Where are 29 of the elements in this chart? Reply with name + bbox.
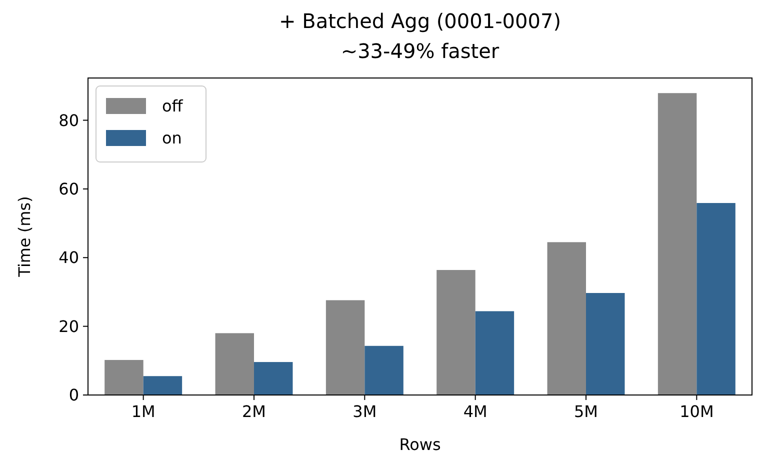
- y-tick-label: 80: [58, 110, 79, 130]
- y-tick-label: 0: [68, 386, 79, 405]
- x-tick-label: 4M: [463, 402, 488, 421]
- bar: [143, 376, 182, 395]
- x-tick-label: 10M: [680, 402, 714, 421]
- x-tick-label: 5M: [574, 402, 598, 421]
- bar: [364, 346, 404, 395]
- bar: [254, 362, 293, 395]
- bar: [475, 311, 514, 395]
- bar: [436, 270, 476, 395]
- bar: [658, 93, 697, 395]
- x-axis-title: Rows: [399, 435, 441, 454]
- y-axis-title: Time (ms): [15, 196, 34, 278]
- legend-label: off: [162, 96, 184, 116]
- bar: [326, 300, 365, 395]
- y-tick-label: 20: [58, 316, 79, 336]
- y-tick-label: 40: [58, 248, 79, 268]
- chart-subtitle: ~33-49% faster: [340, 39, 500, 63]
- bar: [586, 292, 625, 395]
- bar: [215, 333, 254, 395]
- chart-title: + Batched Agg (0001-0007): [278, 9, 562, 33]
- x-tick-label: 3M: [352, 402, 377, 421]
- x-tick-label: 2M: [242, 402, 266, 421]
- x-tick-label: 1M: [131, 402, 156, 421]
- bar: [104, 360, 144, 395]
- legend-label: on: [162, 128, 182, 148]
- y-tick-label: 60: [58, 180, 79, 199]
- bar: [696, 203, 736, 395]
- bar: [547, 242, 586, 395]
